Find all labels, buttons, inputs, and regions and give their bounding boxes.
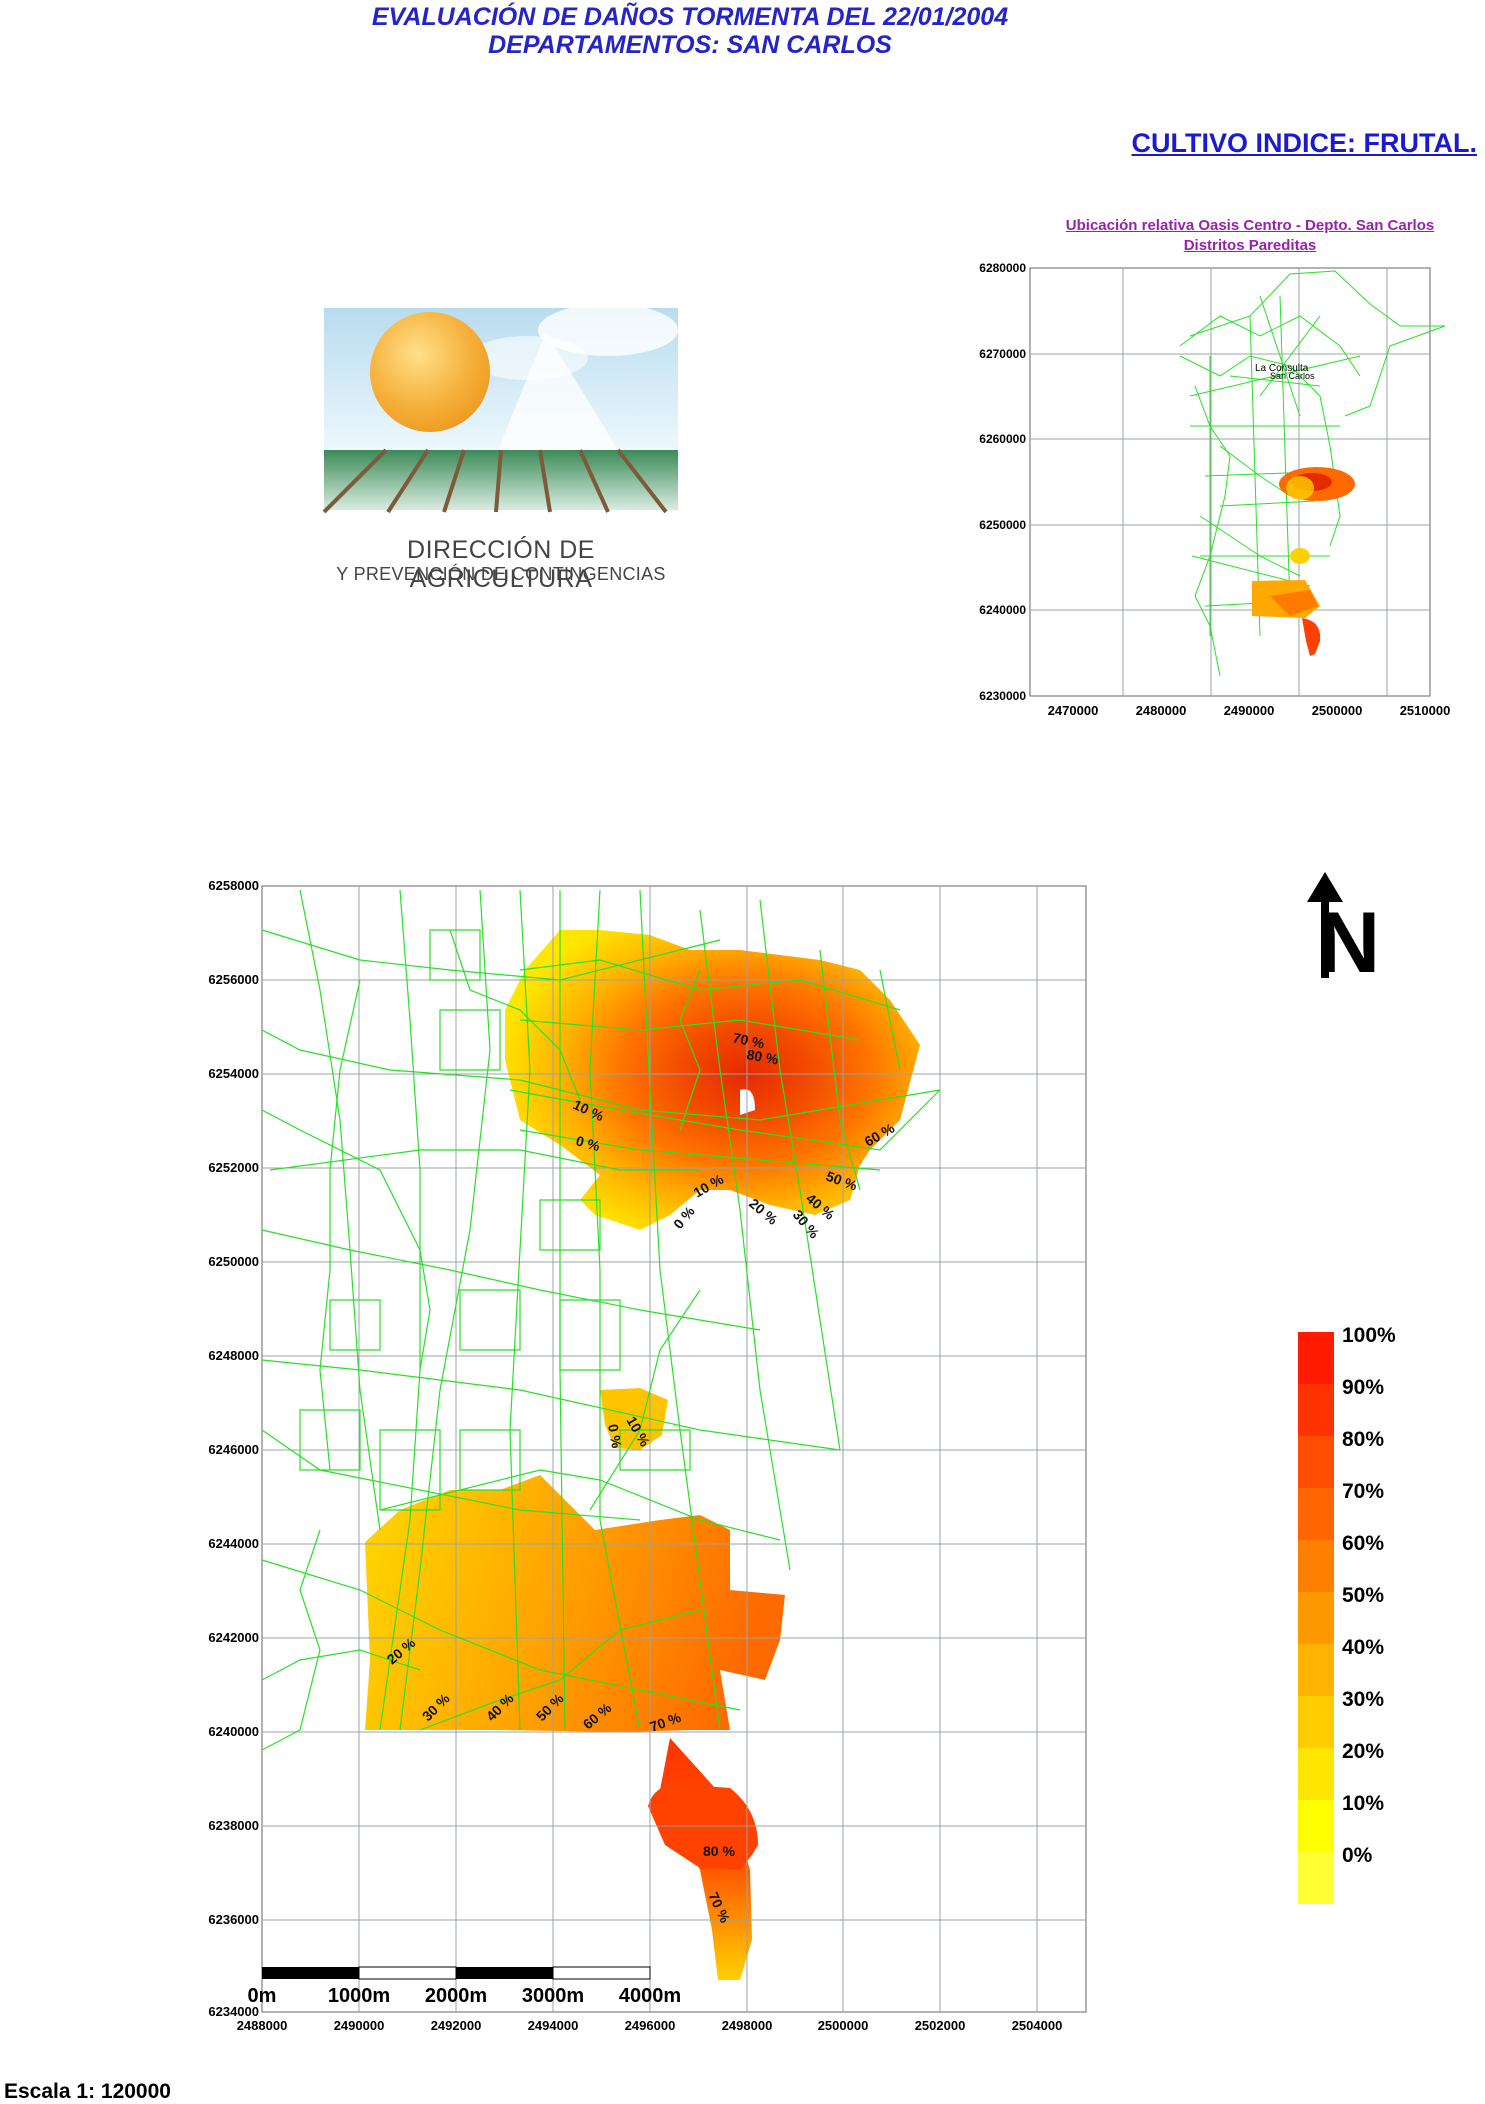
map-title-line2: DEPARTAMENTOS: SAN CARLOS bbox=[488, 31, 892, 59]
map-scale-text: Escala 1: 120000 bbox=[4, 2080, 171, 2103]
inset-y-tick: 6250000 bbox=[979, 518, 1026, 532]
contour-label: 0 % bbox=[605, 1423, 625, 1450]
agency-logo: DIRECCIÓN DE AGRICULTURA Y PREVENCIÓN DE… bbox=[318, 300, 684, 593]
legend-swatch bbox=[1298, 1488, 1334, 1540]
legend-swatch bbox=[1298, 1592, 1334, 1644]
scale-bar-label: 2000m bbox=[425, 1985, 487, 2007]
scale-bar-label: 3000m bbox=[522, 1985, 584, 2007]
inset-y-tick: 6270000 bbox=[979, 347, 1026, 361]
inset-place-san-carlos: San Carlos bbox=[1270, 371, 1315, 381]
map-y-tick: 6236000 bbox=[208, 1912, 259, 1927]
legend-swatch bbox=[1298, 1800, 1334, 1852]
map-y-tick: 6250000 bbox=[208, 1254, 259, 1269]
inset-x-tick: 2510000 bbox=[1400, 703, 1451, 718]
inset-y-tick: 6280000 bbox=[979, 261, 1026, 275]
legend-swatch bbox=[1298, 1644, 1334, 1696]
legend-swatch bbox=[1298, 1696, 1334, 1748]
map-y-tick: 6234000 bbox=[208, 2004, 259, 2019]
logo-text-line2: Y PREVENCIÓN DE CONTINGENCIAS bbox=[336, 564, 666, 584]
map-y-tick: 6242000 bbox=[208, 1630, 259, 1645]
legend-swatch bbox=[1298, 1384, 1334, 1436]
contour-label: 70 % bbox=[731, 1029, 766, 1051]
map-x-tick: 2500000 bbox=[818, 2018, 869, 2033]
map-y-tick: 6252000 bbox=[208, 1160, 259, 1175]
main-damage-map: 70 % 80 % 10 % 0 % 60 % 50 % 40 % 30 % 2… bbox=[208, 878, 1087, 2033]
map-title-line1: EVALUACIÓN DE DAÑOS TORMENTA DEL 22/01/2… bbox=[371, 3, 1009, 31]
map-y-tick: 6258000 bbox=[208, 878, 259, 893]
map-x-tick: 2490000 bbox=[334, 2018, 385, 2033]
legend-label: 10% bbox=[1342, 1792, 1385, 1815]
inset-x-tick: 2500000 bbox=[1312, 703, 1363, 718]
legend-label: 0% bbox=[1342, 1844, 1373, 1867]
scale-bar-label: 0m bbox=[248, 1985, 277, 2007]
contour-label: 0 % bbox=[574, 1132, 602, 1154]
inset-x-tick: 2470000 bbox=[1048, 703, 1099, 718]
inset-x-tick: 2490000 bbox=[1224, 703, 1275, 718]
map-y-tick: 6246000 bbox=[208, 1442, 259, 1457]
legend-label: 70% bbox=[1342, 1480, 1385, 1503]
map-y-tick: 6256000 bbox=[208, 972, 259, 987]
map-y-tick: 6244000 bbox=[208, 1536, 259, 1551]
map-x-tick: 2498000 bbox=[722, 2018, 773, 2033]
legend-swatch bbox=[1298, 1748, 1334, 1800]
contour-label: 80 % bbox=[745, 1046, 780, 1067]
inset-x-tick: 2480000 bbox=[1136, 703, 1187, 718]
legend-label: 90% bbox=[1342, 1376, 1385, 1399]
inset-title-line1: Ubicación relativa Oasis Centro - Depto.… bbox=[1065, 217, 1435, 234]
map-x-tick: 2496000 bbox=[625, 2018, 676, 2033]
map-x-tick: 2504000 bbox=[1012, 2018, 1063, 2033]
legend-swatch bbox=[1298, 1540, 1334, 1592]
map-y-tick: 6248000 bbox=[208, 1348, 259, 1363]
logo-text-line1: DIRECCIÓN DE AGRICULTURA bbox=[407, 536, 595, 593]
scale-bar-label: 1000m bbox=[328, 1985, 390, 2007]
legend-swatch bbox=[1298, 1332, 1334, 1384]
legend-label: 30% bbox=[1342, 1688, 1385, 1711]
north-letter: N bbox=[1318, 895, 1381, 991]
legend-label: 40% bbox=[1342, 1636, 1385, 1659]
north-arrow-icon bbox=[1307, 872, 1343, 978]
inset-title-line2: Distritos Pareditas bbox=[1183, 237, 1317, 254]
map-y-tick: 6240000 bbox=[208, 1724, 259, 1739]
map-x-tick: 2492000 bbox=[431, 2018, 482, 2033]
legend-label: 50% bbox=[1342, 1584, 1385, 1607]
map-y-tick: 6254000 bbox=[208, 1066, 259, 1081]
map-y-tick: 6238000 bbox=[208, 1818, 259, 1833]
inset-y-tick: 6260000 bbox=[979, 432, 1026, 446]
scale-bar: 0m 1000m 2000m 3000m 4000m bbox=[248, 1966, 681, 2007]
contour-label: 80 % bbox=[703, 1843, 735, 1859]
legend-label: 20% bbox=[1342, 1740, 1385, 1763]
legend-label: 80% bbox=[1342, 1428, 1385, 1451]
inset-y-tick: 6230000 bbox=[979, 689, 1026, 703]
map-x-tick: 2494000 bbox=[528, 2018, 579, 2033]
map-x-tick: 2488000 bbox=[237, 2018, 288, 2033]
legend-label: 60% bbox=[1342, 1532, 1385, 1555]
scale-bar-label: 4000m bbox=[619, 1985, 681, 2007]
crop-index-label: CULTIVO INDICE: FRUTAL. bbox=[1131, 128, 1477, 158]
inset-y-tick: 6240000 bbox=[979, 603, 1026, 617]
legend-swatch bbox=[1298, 1436, 1334, 1488]
legend-swatch bbox=[1298, 1852, 1334, 1904]
map-x-tick: 2502000 bbox=[915, 2018, 966, 2033]
inset-location-map: La Consulta San Carlos 6280000 6270000 6… bbox=[979, 261, 1451, 718]
legend-label: 100% bbox=[1342, 1324, 1396, 1347]
inset-place-la-consulta: La Consulta bbox=[1255, 363, 1309, 374]
